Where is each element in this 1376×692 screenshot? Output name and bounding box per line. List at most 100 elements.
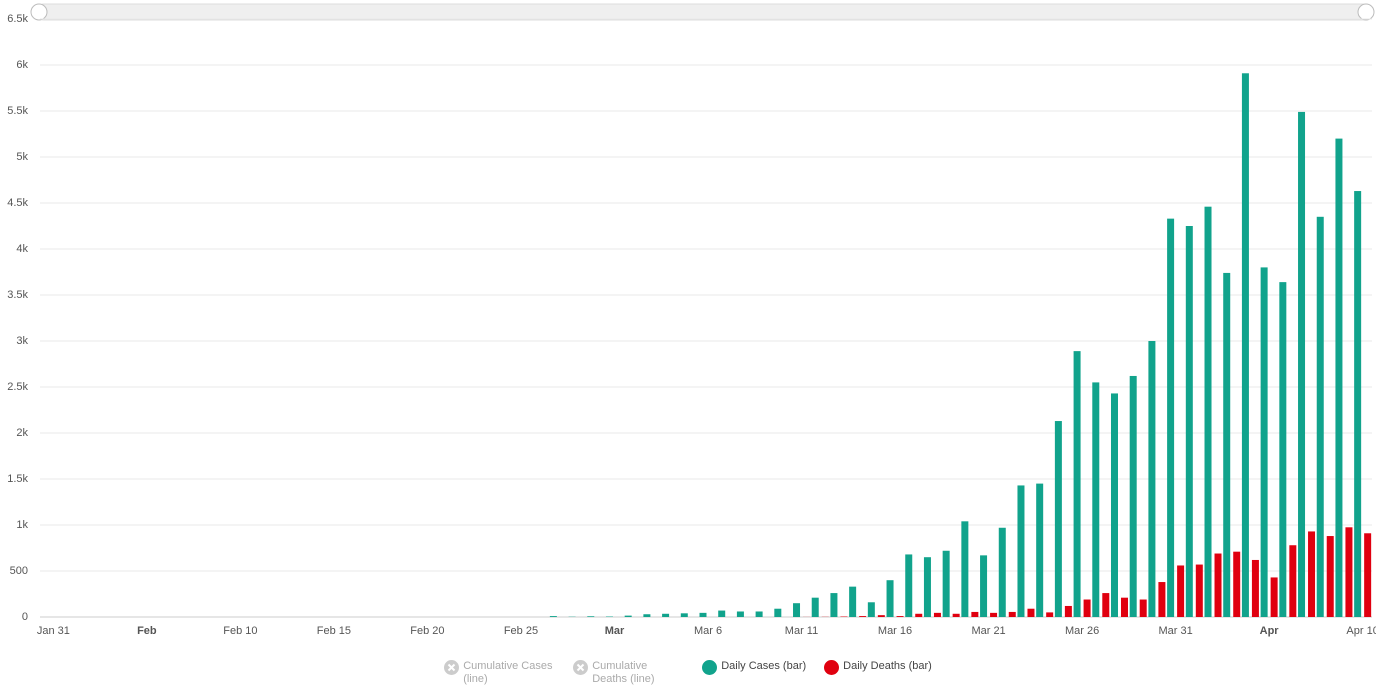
chart: 0 500 1k 1.5k 2k 2.5k 3k 3.5k 4k 4.5k 5k 5.5k 6k 6.5k…	[7, 3, 1376, 637]
bar	[1204, 206, 1212, 617]
y-tick-label: 5k	[16, 151, 28, 163]
bar	[1120, 597, 1128, 617]
bar	[1316, 216, 1324, 618]
bar	[1241, 73, 1249, 617]
bar	[1129, 375, 1137, 617]
y-tick-label: 6k	[16, 59, 28, 71]
bar	[811, 597, 819, 617]
x-tick-label: Feb 25	[504, 625, 538, 637]
bar	[699, 612, 707, 617]
bar	[643, 614, 651, 617]
bar	[587, 616, 595, 617]
bar	[1345, 527, 1353, 617]
scroll-handle-left[interactable]	[30, 3, 48, 21]
bar	[971, 611, 979, 617]
x-tick-label: Mar	[605, 625, 625, 637]
legend-item[interactable]: Cumulative Cases (line)	[444, 660, 555, 686]
bar	[942, 550, 950, 617]
hidden-icon	[573, 660, 589, 675]
bar	[896, 616, 904, 617]
y-tick-label: 500	[10, 565, 28, 577]
y-tick-label: 5.5k	[7, 105, 28, 117]
bar	[774, 608, 782, 617]
x-tick-label: Apr 10	[1346, 625, 1376, 637]
bar	[830, 593, 838, 617]
y-tick-label: 6.5k	[7, 13, 28, 25]
bar	[1167, 218, 1175, 617]
bar	[680, 613, 688, 617]
y-tick-label: 3k	[16, 335, 28, 347]
bar	[736, 611, 744, 617]
bar	[1083, 599, 1091, 617]
bar	[915, 613, 923, 617]
bar	[877, 615, 885, 617]
bar	[990, 612, 998, 617]
bar	[1027, 608, 1035, 617]
bar	[867, 602, 875, 617]
legend-item[interactable]: Cumulative Deaths (line)	[573, 660, 684, 686]
y-tick-label: 3.5k	[7, 289, 28, 301]
bar	[1364, 533, 1372, 617]
y-tick-label: 1k	[16, 519, 28, 531]
y-tick-label: 2.5k	[7, 381, 28, 393]
bar	[718, 610, 726, 617]
scroll-handle-right[interactable]	[1357, 3, 1375, 21]
bar	[1148, 341, 1156, 617]
x-tick-label: Mar 31	[1158, 625, 1192, 637]
legend: Cumulative Cases (line) Cumulative Deaths…	[0, 660, 1376, 686]
bar	[1298, 111, 1306, 618]
legend-item[interactable]: Daily Deaths (bar)	[824, 660, 932, 686]
bar	[755, 611, 763, 617]
bar	[905, 554, 913, 617]
bar	[923, 557, 931, 617]
y-tick-label: 0	[22, 611, 28, 623]
bar	[980, 555, 988, 617]
bar	[1326, 536, 1334, 617]
legend-label: Cumulative Cases (line)	[463, 660, 553, 685]
y-tick-label: 2k	[16, 427, 28, 439]
bar	[1223, 272, 1231, 617]
x-tick-label: Apr	[1260, 625, 1280, 637]
bar	[1092, 382, 1100, 617]
legend-label: Cumulative Deaths (line)	[592, 660, 655, 685]
bar	[1260, 267, 1268, 617]
bar	[1177, 565, 1185, 617]
legend-swatch	[824, 660, 840, 675]
legend-swatch	[573, 660, 589, 675]
bar	[849, 586, 857, 617]
legend-item[interactable]: Daily Cases (bar)	[702, 660, 806, 686]
legend-swatch	[444, 660, 460, 675]
bar	[1008, 611, 1016, 617]
x-tick-label: Feb 20	[410, 625, 444, 637]
y-tick-label: 4k	[16, 243, 28, 255]
bar	[933, 612, 941, 617]
bar	[952, 613, 960, 617]
bar	[998, 527, 1006, 617]
bar	[1195, 564, 1203, 617]
x-tick-label: Feb	[137, 625, 157, 637]
bar	[1110, 393, 1118, 617]
bar	[1233, 551, 1241, 617]
scrollbar[interactable]	[35, 3, 1371, 21]
x-tick-label: Feb 10	[223, 625, 257, 637]
y-tick-label: 1.5k	[7, 473, 28, 485]
bar	[1214, 553, 1222, 617]
bar	[1139, 599, 1147, 617]
bar	[1017, 485, 1025, 617]
bar	[1046, 612, 1054, 617]
bar	[1054, 421, 1062, 617]
bar	[1036, 483, 1044, 617]
bar	[1289, 545, 1297, 617]
bar	[1158, 582, 1166, 617]
bar	[1102, 593, 1110, 617]
bar	[886, 580, 894, 617]
x-tick-label: Mar 6	[694, 625, 722, 637]
bar	[662, 613, 670, 617]
hidden-icon	[444, 660, 460, 675]
x-tick-label: Mar 16	[878, 625, 912, 637]
bar	[961, 521, 969, 617]
legend-swatch	[702, 660, 718, 675]
bar	[1308, 531, 1316, 617]
legend-label: Daily Deaths (bar)	[843, 660, 932, 672]
